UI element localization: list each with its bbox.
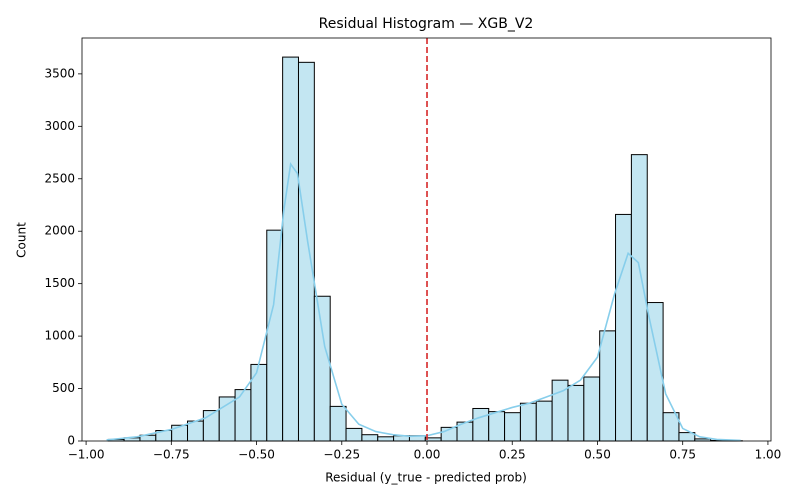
histogram-bar — [171, 424, 189, 442]
y-axis-label: Count — [15, 222, 29, 258]
histogram-bar — [329, 405, 347, 442]
y-tick-label: 3000 — [44, 119, 75, 133]
histogram-bar — [488, 411, 506, 442]
histogram-bar — [583, 376, 601, 442]
x-tick-label: −0.50 — [238, 448, 275, 462]
histogram-bar — [313, 295, 331, 442]
x-axis-label: Residual (y_true - predicted prob) — [325, 471, 527, 485]
y-tick-label: 500 — [52, 381, 75, 395]
histogram-bar — [599, 330, 617, 442]
histogram-bar — [250, 363, 268, 442]
y-tick-label: 3500 — [44, 66, 75, 80]
y-tick-label: 1000 — [44, 329, 75, 343]
x-tick-label: 0.25 — [499, 448, 526, 462]
y-tick-label: 2500 — [44, 171, 75, 185]
x-tick-label: −0.25 — [323, 448, 360, 462]
histogram-bar — [345, 427, 363, 442]
plot-frame — [81, 37, 772, 442]
histogram-bar — [218, 396, 236, 442]
x-tick-label: −1.00 — [68, 448, 105, 462]
y-tick-label: 0 — [67, 434, 75, 448]
histogram-bar — [377, 436, 395, 442]
histogram-bar — [266, 229, 284, 442]
x-tick-label: 0.75 — [669, 448, 696, 462]
histogram-bar — [535, 400, 553, 442]
x-tick-label: 1.00 — [755, 448, 782, 462]
x-tick-label: −0.75 — [153, 448, 190, 462]
histogram-bar — [297, 61, 315, 442]
histogram-bar — [361, 434, 379, 442]
kde-line — [106, 162, 741, 442]
histogram-bar — [187, 420, 204, 442]
y-tick-label: 2000 — [44, 224, 75, 238]
chart-title: Residual Histogram — XGB_V2 — [319, 16, 534, 32]
histogram-bar — [472, 407, 490, 442]
histogram-bar — [504, 412, 521, 442]
histogram-bar — [567, 384, 585, 442]
x-tick-label: 0.50 — [584, 448, 611, 462]
y-tick-label: 1500 — [44, 276, 75, 290]
histogram-bar — [615, 213, 632, 442]
histogram-bar — [519, 402, 537, 442]
x-tick-label: 0.00 — [414, 448, 441, 462]
histogram-bar — [282, 56, 299, 442]
